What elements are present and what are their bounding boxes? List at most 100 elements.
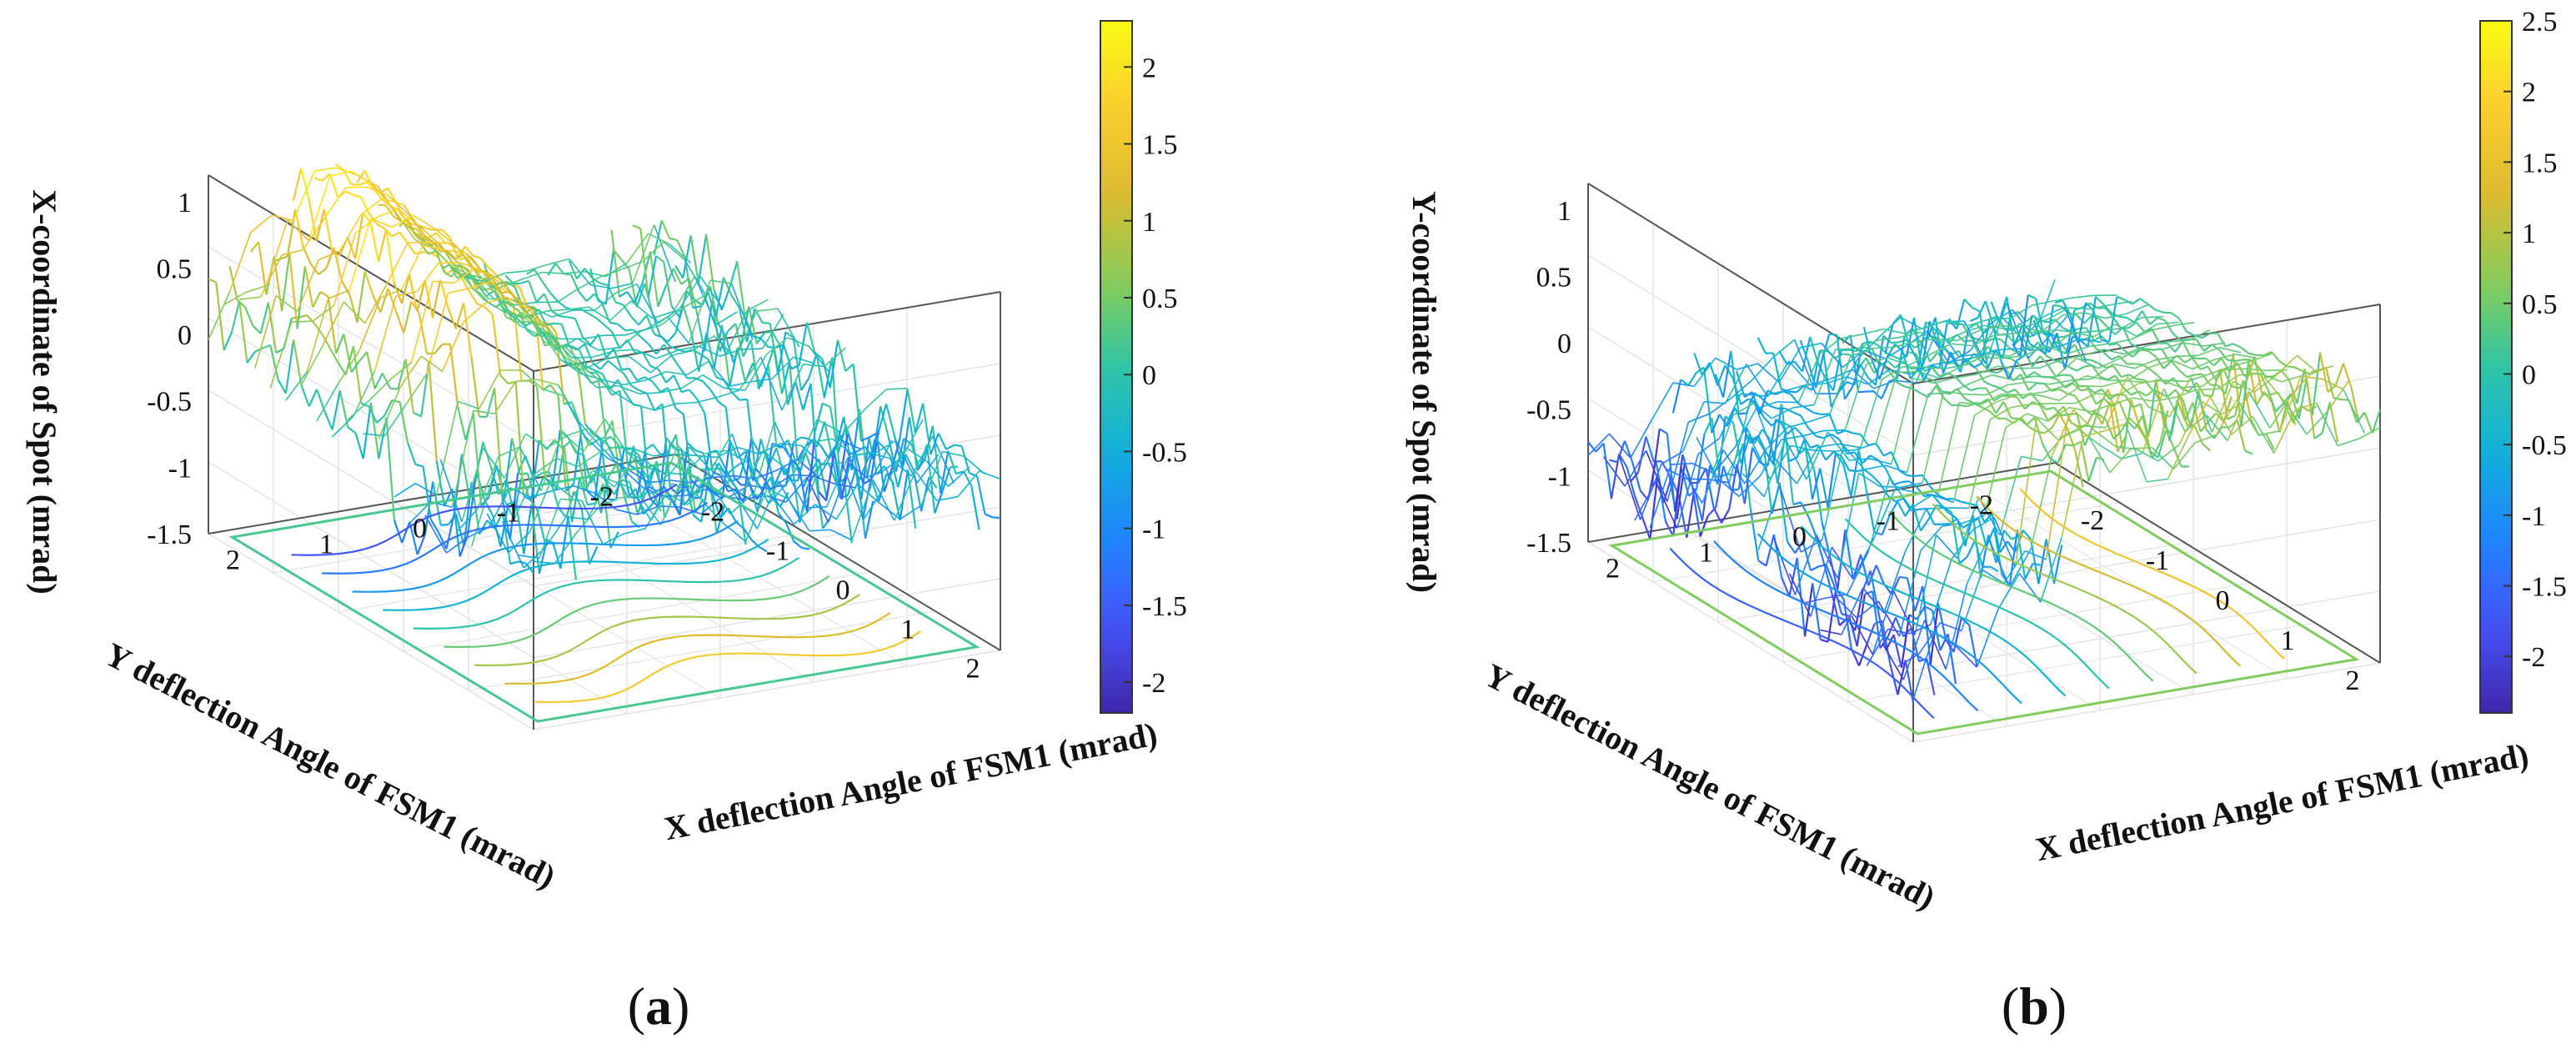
surface-segment: [1898, 550, 1922, 637]
surface-segment: [416, 534, 427, 555]
surface-segment: [1800, 539, 1823, 553]
surface-segment: [2062, 312, 2085, 316]
surface-segment: [1718, 393, 1742, 439]
surface-segment: [2136, 424, 2146, 438]
surface-segment: [1782, 390, 1792, 395]
surface-segment: [682, 235, 692, 279]
surface-segment: [756, 480, 779, 530]
surface-segment: [2036, 329, 2057, 333]
surface-segment: [1744, 449, 1767, 484]
surface-segment: [800, 377, 810, 391]
surface-segment: [2215, 399, 2238, 435]
surface-segment: [846, 433, 856, 453]
surface-segment: [1908, 614, 1918, 620]
surface-segment: [244, 306, 254, 326]
surface-segment: [2133, 415, 2144, 429]
surface-segment: [1836, 358, 1859, 394]
surface-segment: [565, 360, 574, 366]
surface-segment: [899, 469, 909, 520]
surface-segment: [2111, 354, 2120, 361]
surface-segment: [511, 294, 534, 311]
surface-segment: [2253, 356, 2263, 395]
surface-segment: [377, 228, 388, 262]
surface-segment: [2196, 388, 2218, 391]
surface-segment: [2313, 432, 2323, 439]
surface-segment: [2126, 376, 2149, 408]
surface-segment: [955, 470, 965, 475]
surface-segment: [2142, 415, 2152, 452]
surface-segment: [869, 452, 891, 459]
surface-segment: [1969, 317, 1978, 323]
surface-segment: [683, 294, 705, 309]
surface-segment: [1702, 367, 1713, 434]
surface-segment: [936, 495, 959, 502]
axes-edge: [1912, 304, 2381, 384]
surface-segment: [385, 204, 395, 218]
surface-segment: [2122, 386, 2132, 396]
surface-segment: [531, 489, 553, 499]
surface-segment: [690, 479, 700, 489]
surface-segment: [1993, 517, 2017, 568]
surface-segment: [1897, 500, 1907, 517]
surface-segment: [920, 451, 944, 506]
surface-segment: [2071, 378, 2092, 381]
surface-segment: [2217, 374, 2240, 390]
surface-segment: [744, 354, 768, 391]
contour-line: [1844, 518, 2110, 690]
surface-segment: [639, 336, 649, 345]
surface-segment: [569, 358, 592, 374]
surface-segment: [507, 281, 516, 289]
surface-segment: [1831, 433, 1840, 440]
surface-segment: [727, 507, 737, 523]
surface-segment: [2105, 376, 2128, 429]
surface-segment: [383, 404, 407, 437]
surface-segment: [2306, 410, 2328, 435]
x-tick-label: 1: [901, 615, 915, 645]
surface-segment: [619, 330, 642, 349]
surface-segment: [689, 331, 700, 372]
surface-segment: [321, 334, 332, 349]
surface-segment: [721, 440, 731, 499]
surface-segment: [2147, 303, 2157, 311]
surface-segment: [796, 459, 819, 479]
surface-segment: [1740, 393, 1762, 397]
surface-segment: [482, 298, 504, 313]
surface-segment: [273, 256, 283, 311]
surface-segment: [1921, 320, 1931, 370]
surface-segment: [2017, 363, 2027, 378]
axes-box-a: [208, 174, 1001, 730]
surface-segment: [578, 291, 588, 302]
surface-segment: [2170, 360, 2180, 371]
surface-segment: [1904, 385, 1913, 390]
surface-segment: [1724, 364, 1734, 379]
surface-segment: [843, 479, 853, 544]
surface-segment: [2126, 419, 2136, 429]
surface-segment: [308, 198, 318, 242]
surface-segment: [787, 337, 809, 347]
surface-segment: [2078, 329, 2100, 334]
surface-segment: [1864, 464, 1887, 470]
surface-segment: [1863, 469, 1873, 477]
surface-segment: [329, 348, 339, 364]
surface-segment: [735, 521, 744, 530]
surface-segment: [1989, 565, 1999, 573]
surface-segment: [373, 188, 383, 201]
surface-segment: [250, 241, 260, 253]
surface-segment: [1705, 468, 1715, 509]
surface-segment: [806, 472, 816, 488]
surface-segment: [1806, 407, 1815, 414]
surface-segment: [1826, 593, 1848, 599]
surface-segment: [536, 509, 546, 544]
surface-segment: [1781, 435, 1803, 440]
surface-segment: [584, 436, 607, 458]
surface-segment: [1857, 469, 1865, 473]
surface-segment: [215, 282, 225, 351]
surface-segment: [2258, 430, 2280, 436]
surface-segment: [677, 444, 700, 470]
surface-segment: [490, 281, 513, 295]
surface-segment: [593, 469, 615, 488]
surface-segment: [653, 224, 676, 283]
surface-segment: [1631, 462, 1641, 491]
surface-segment: [618, 494, 640, 499]
surface-segment: [454, 253, 464, 260]
